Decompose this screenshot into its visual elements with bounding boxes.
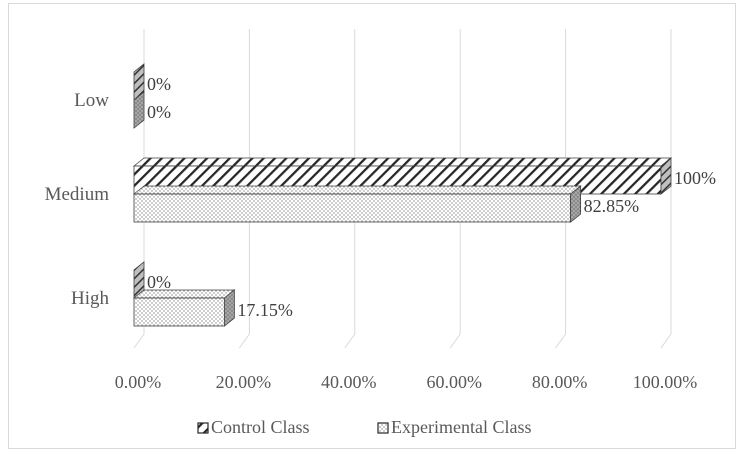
data-label: 0% xyxy=(147,74,171,94)
data-label: 0% xyxy=(147,102,171,122)
bar-front-face xyxy=(133,193,572,223)
bar-experimental-class xyxy=(132,289,236,327)
category-label: High xyxy=(71,288,110,309)
bars xyxy=(132,63,673,327)
category-label: Medium xyxy=(45,184,110,205)
bar-side-face xyxy=(223,289,235,327)
data-label: 100% xyxy=(674,168,716,188)
x-axis-tick-labels: 0.00% 20.00% 40.00% 60.00% 80.00% 100.00% xyxy=(115,372,698,392)
bar-front-face xyxy=(133,297,225,327)
gridline-floor xyxy=(660,333,672,349)
data-labels: 0% 0% 100% 82.85% 0% 17.15% xyxy=(147,74,716,320)
data-label: 82.85% xyxy=(584,196,640,216)
legend-label: Control Class xyxy=(211,417,310,437)
bar-side-face xyxy=(570,185,582,223)
data-label: 17.15% xyxy=(237,300,293,320)
x-tick-label: 60.00% xyxy=(426,372,482,392)
bar-top-face xyxy=(132,157,673,167)
legend-swatch xyxy=(377,422,389,434)
x-tick-label: 20.00% xyxy=(216,372,272,392)
bar-experimental-class xyxy=(132,185,582,223)
gridline-floor xyxy=(555,333,567,349)
gridline-floor xyxy=(238,333,250,349)
gridline-floor xyxy=(133,333,145,349)
legend-label: Experimental Class xyxy=(391,417,531,437)
bar-side-face xyxy=(133,91,145,129)
category-label: Low xyxy=(74,90,109,111)
bar-top-face xyxy=(132,185,582,195)
category-labels: Low Medium High xyxy=(45,90,110,309)
gridline-floor xyxy=(344,333,356,349)
bar-control-class xyxy=(133,63,145,101)
x-tick-label: 100.00% xyxy=(633,372,698,392)
bar-experimental-class xyxy=(133,91,145,129)
legend: Control Class Experimental Class xyxy=(197,417,531,437)
bar-side-face xyxy=(660,157,672,195)
chart-frame: Low Medium High 0% 0% 100% 82.85% 0% 17.15% 0.0… xyxy=(8,3,736,449)
gridline-floor xyxy=(449,333,461,349)
x-tick-label: 0.00% xyxy=(115,372,162,392)
legend-swatch xyxy=(197,422,209,434)
data-label: 0% xyxy=(147,272,171,292)
x-tick-label: 80.00% xyxy=(532,372,588,392)
bar-chart: Low Medium High 0% 0% 100% 82.85% 0% 17.15% 0.0… xyxy=(45,29,716,437)
x-tick-label: 40.00% xyxy=(321,372,377,392)
